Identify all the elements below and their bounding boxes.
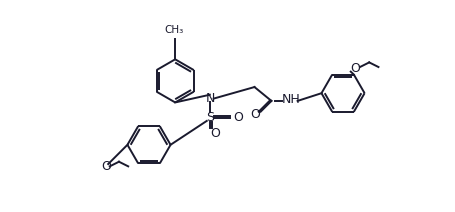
Text: O: O <box>210 127 220 140</box>
Text: O: O <box>349 62 359 75</box>
Text: N: N <box>206 92 215 105</box>
Text: O: O <box>250 108 260 121</box>
Text: NH: NH <box>281 93 299 106</box>
Text: O: O <box>233 111 243 124</box>
Text: S: S <box>205 111 213 124</box>
Text: O: O <box>101 160 111 173</box>
Text: CH₃: CH₃ <box>164 25 183 35</box>
